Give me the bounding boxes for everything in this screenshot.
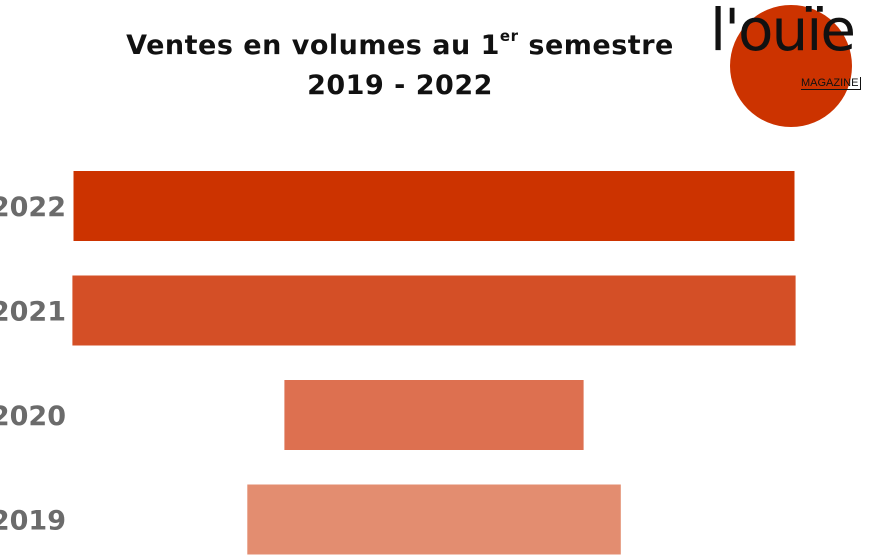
brand-logo: l'ouïe MAGAZINE — [705, 1, 870, 135]
bar-2021 — [72, 275, 796, 346]
bar-2019 — [247, 484, 621, 555]
category-label-2021: 2021 — [0, 297, 66, 328]
bar-2020 — [284, 380, 584, 450]
category-label-2022: 2022 — [0, 192, 66, 223]
logo-circle — [730, 5, 852, 127]
bar-2022 — [73, 171, 795, 241]
bar-chart: 2022 2021 2020 2019 — [0, 171, 796, 555]
title-suffix: semestre — [518, 30, 674, 61]
title-prefix: Ventes en volumes au 1 — [126, 30, 500, 61]
category-label-2020: 2020 — [0, 401, 66, 432]
logo-subtitle: MAGAZINE — [801, 77, 862, 90]
category-label-2019: 2019 — [0, 506, 66, 537]
logo-wordmark: l'ouïe — [710, 0, 856, 64]
chart-title-line2: 2019 - 2022 — [307, 70, 493, 101]
title-superscript: er — [499, 27, 519, 45]
chart-title-line1: Ventes en volumes au 1er semestre — [100, 27, 700, 62]
